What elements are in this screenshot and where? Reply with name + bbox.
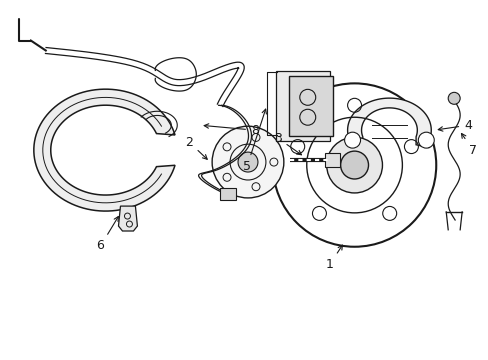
Text: 1: 1 xyxy=(325,245,342,271)
Text: 2: 2 xyxy=(185,136,207,159)
Circle shape xyxy=(238,152,258,172)
Polygon shape xyxy=(34,89,175,211)
Text: 5: 5 xyxy=(243,109,266,173)
Bar xyxy=(324,153,339,167)
Text: 4: 4 xyxy=(437,119,471,132)
Text: 3: 3 xyxy=(273,132,301,155)
Text: 8: 8 xyxy=(204,124,259,137)
Text: 7: 7 xyxy=(461,134,476,157)
Circle shape xyxy=(447,92,459,104)
FancyBboxPatch shape xyxy=(288,76,332,136)
Text: 6: 6 xyxy=(97,216,118,252)
Polygon shape xyxy=(118,206,137,231)
Circle shape xyxy=(272,84,435,247)
Circle shape xyxy=(212,126,283,198)
Polygon shape xyxy=(347,98,430,148)
Circle shape xyxy=(417,132,433,148)
Circle shape xyxy=(326,137,382,193)
FancyBboxPatch shape xyxy=(275,71,329,141)
Circle shape xyxy=(340,151,368,179)
Circle shape xyxy=(344,132,360,148)
Bar xyxy=(220,188,236,200)
